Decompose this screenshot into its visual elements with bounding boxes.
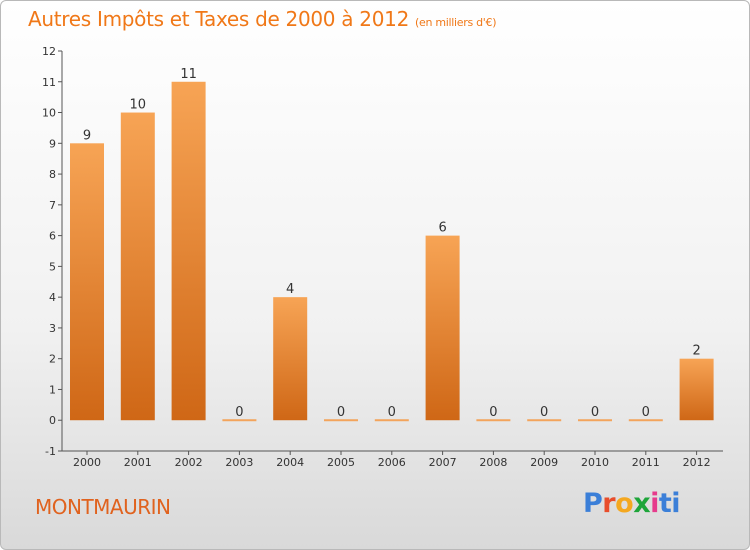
x-tick-label: 2011: [632, 456, 660, 469]
x-tick-label: 2005: [327, 456, 355, 469]
x-tick-label: 2000: [73, 456, 101, 469]
chart-title: Autres Impôts et Taxes de 2000 à 2012 (en…: [28, 7, 496, 31]
bar: [425, 235, 460, 421]
y-tick-label: 12: [42, 45, 56, 58]
data-label: 0: [388, 405, 396, 420]
y-tick-label: 4: [49, 291, 56, 304]
x-tick-label: 2009: [530, 456, 558, 469]
y-tick-label: 7: [49, 199, 56, 212]
y-tick-label: 6: [49, 230, 56, 243]
bar: [273, 297, 308, 421]
y-tick-label: 5: [49, 260, 56, 273]
bar: [171, 81, 206, 421]
data-label: 2: [692, 344, 700, 359]
data-label: 9: [83, 128, 91, 143]
y-tick-label: 9: [49, 137, 56, 150]
y-tick-label: 0: [49, 414, 56, 427]
logo-letter: x: [633, 488, 651, 519]
data-label: 0: [489, 405, 497, 420]
x-tick-label: 2003: [225, 456, 253, 469]
data-label: 0: [540, 405, 548, 420]
x-tick-label: 2007: [429, 456, 457, 469]
logo-letter: o: [615, 488, 634, 519]
logo-letter: P: [583, 488, 603, 519]
bar: [120, 112, 155, 421]
bar: [578, 419, 612, 422]
commune-name: MONTMAURIN: [35, 495, 171, 519]
logo-letter: r: [602, 488, 616, 519]
data-label: 0: [591, 405, 599, 420]
data-label: 6: [438, 221, 446, 236]
bar: [70, 143, 104, 421]
data-label: 0: [642, 405, 650, 420]
data-labels: 9 10 11 0 4 0 0 6 0 0 0 0 2: [83, 67, 701, 420]
proxiti-logo: Proxiti: [583, 488, 681, 519]
logo-letter: i: [650, 488, 659, 519]
bar: [324, 419, 358, 422]
data-label: 0: [235, 405, 243, 420]
bar: [628, 419, 663, 422]
x-tick-label: 2006: [378, 456, 406, 469]
data-label: 10: [130, 98, 147, 113]
x-tick-label: 2012: [683, 456, 711, 469]
y-tick-label: 8: [49, 168, 56, 181]
y-tick-label: 1: [49, 383, 56, 396]
data-label: 4: [286, 282, 294, 297]
y-tick-label: 10: [42, 107, 56, 120]
chart-title-text: Autres Impôts et Taxes de 2000 à 2012: [28, 7, 409, 31]
chart-subtitle: (en milliers d'€): [415, 16, 497, 29]
x-tick-label: 2008: [479, 456, 507, 469]
data-label: 11: [180, 67, 197, 82]
x-tick-label: 2004: [276, 456, 304, 469]
x-tick-label: 2001: [124, 456, 152, 469]
logo-letter: ti: [658, 488, 681, 519]
y-tick-label: 3: [49, 322, 56, 335]
bar: [527, 419, 562, 422]
data-label: 0: [337, 405, 345, 420]
bar: [222, 419, 257, 422]
bars: [70, 81, 714, 422]
y-tick-label: -1: [45, 445, 56, 458]
y-tick-label: 2: [49, 353, 56, 366]
bar: [374, 419, 409, 422]
y-tick-label: 11: [42, 76, 56, 89]
x-tick-label: 2010: [581, 456, 609, 469]
x-tick-label: 2002: [175, 456, 203, 469]
bar: [679, 358, 714, 421]
bar: [476, 419, 511, 422]
